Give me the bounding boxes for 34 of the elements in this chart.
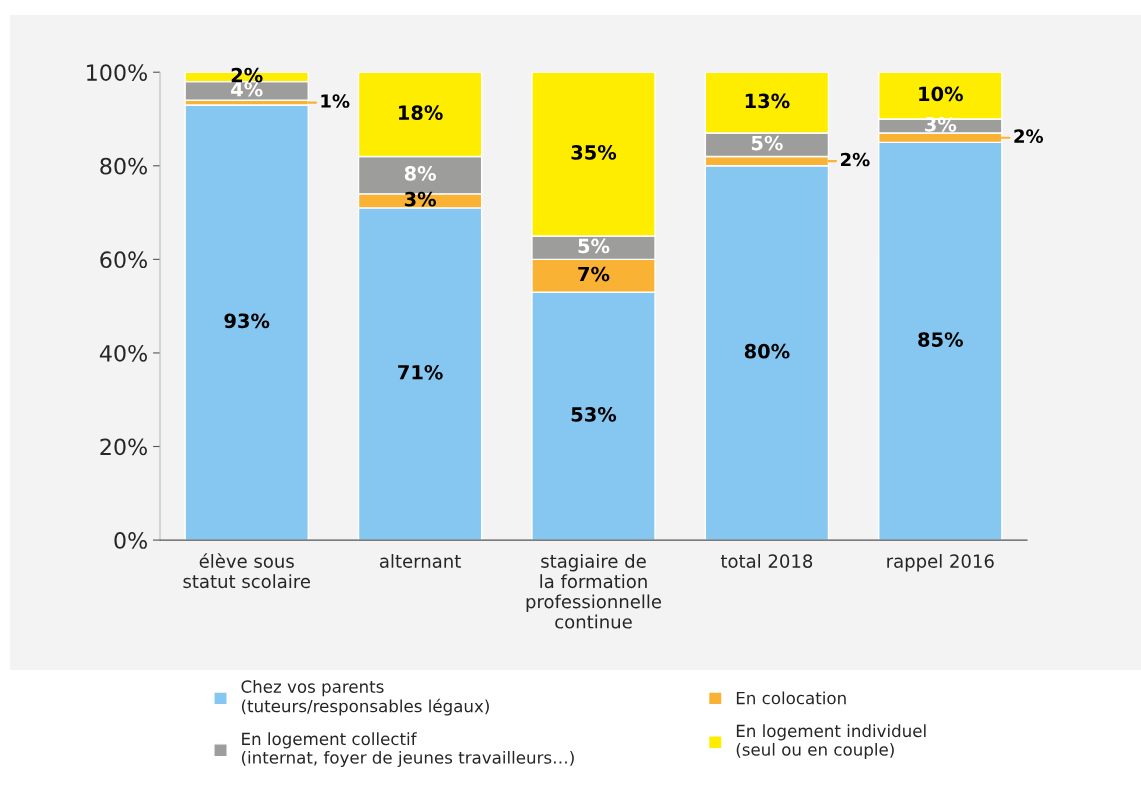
y-tick-label: 0% xyxy=(114,532,147,549)
data-label: 85% xyxy=(918,332,963,347)
data-label: 2% xyxy=(841,152,870,167)
data-label: 3% xyxy=(404,191,436,207)
data-label: 10% xyxy=(919,86,963,102)
x-tick-label: total 2018 xyxy=(720,553,813,568)
data-label: 7% xyxy=(578,266,610,282)
data-label: 53% xyxy=(571,407,617,422)
data-label: 35% xyxy=(571,145,617,160)
legend-label: En logement individuel (seul ou en couple) xyxy=(736,724,926,760)
data-label: 5% xyxy=(751,135,783,151)
data-label: 3% xyxy=(925,116,957,132)
data-label: 13% xyxy=(745,93,790,109)
data-label: 93% xyxy=(224,313,270,329)
data-label: 80% xyxy=(744,343,790,359)
x-tick-label: rappel 2016 xyxy=(887,553,994,572)
y-tick-label: 100% xyxy=(87,64,147,81)
y-tick-label: 20% xyxy=(100,438,147,456)
legend-label: Chez vos parents (tuteurs/responsables légaux) xyxy=(241,680,489,716)
data-label: 4% xyxy=(231,81,263,97)
x-tick-label: stagiaire de la formation professionnelle continue xyxy=(526,553,662,629)
data-label: 71% xyxy=(398,364,443,380)
y-tick-label: 60% xyxy=(100,251,147,269)
legend-label: En logement collectif (internat, foyer de jeunes travailleurs…) xyxy=(241,732,574,768)
y-tick-label: 40% xyxy=(99,344,147,362)
x-tick-label: alternant xyxy=(379,553,461,568)
legend-label: En colocation xyxy=(736,691,846,705)
y-tick-label: 80% xyxy=(100,157,147,175)
data-label: 1% xyxy=(321,94,350,108)
data-label: 18% xyxy=(399,105,443,120)
data-label: 2% xyxy=(1014,129,1044,143)
data-label: 5% xyxy=(578,238,610,254)
data-label: 8% xyxy=(404,166,436,181)
x-tick-label: élève sous statut scolaire xyxy=(183,553,310,589)
